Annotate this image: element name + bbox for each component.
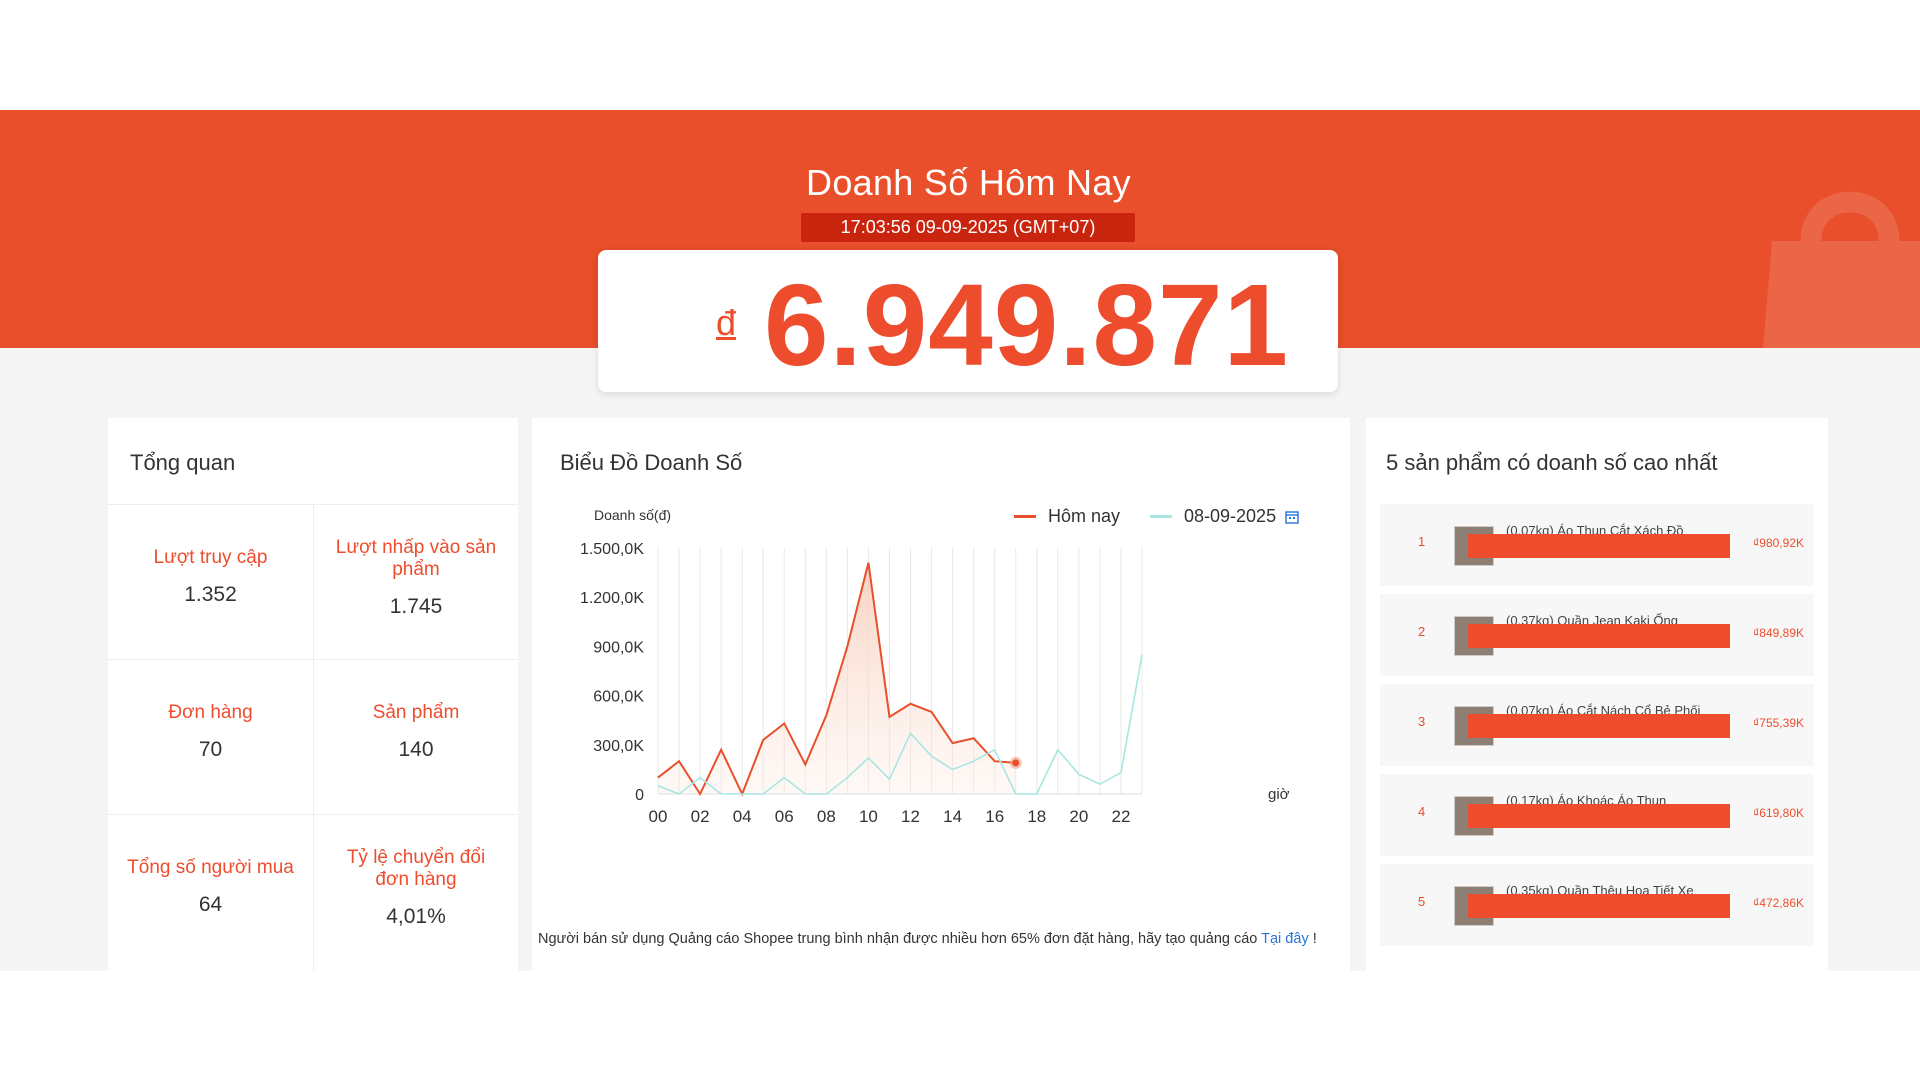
today-area-fill — [658, 562, 1016, 794]
y-tick-label: 300,0K — [593, 738, 644, 755]
overview-panel: Tổng quan Lượt truy cập 1.352 Lượt nhấp … — [108, 418, 518, 971]
legend-label: 08-09-2025 — [1184, 506, 1277, 526]
chart-title: Biểu Đồ Doanh Số — [560, 450, 743, 475]
x-tick-label: 12 — [901, 807, 920, 826]
metric-label: Tỷ lệ chuyển đổi đơn hàng — [346, 847, 486, 890]
product-rank: 2 — [1418, 624, 1426, 639]
redaction-bar — [1468, 624, 1730, 648]
metric-value: 64 — [198, 893, 223, 916]
redaction-bar — [1468, 804, 1730, 828]
metric-value: 70 — [198, 738, 223, 761]
y-tick-label: 1.200,0K — [580, 590, 644, 607]
legend-today[interactable]: Hôm nay — [1014, 506, 1120, 527]
product-row[interactable]: 3(0,07kg) Áo Cắt Nách Cổ Bẻ Phối Đen Cot… — [1380, 684, 1814, 766]
legend-compare-date[interactable]: 08-09-2025 — [1150, 506, 1300, 527]
shopping-bag-icon — [1763, 191, 1920, 348]
metric-label: Sản phẩm — [372, 702, 460, 723]
ads-promo-end: ! — [1308, 931, 1317, 947]
metric-label: Đơn hàng — [168, 702, 253, 723]
x-tick-label: 22 — [1111, 807, 1130, 826]
product-row[interactable]: 2(0,37kg) Quần Jean Kaki Ống Mềm...₫849,… — [1380, 594, 1814, 676]
x-tick-label: 04 — [733, 807, 752, 826]
product-rank: 3 — [1418, 714, 1426, 729]
sales-chart-panel: Biểu Đồ Doanh Số Hôm nay 08-09-2025 0 300… — [532, 418, 1350, 971]
page-title: Doanh Số Hôm Nay — [806, 162, 1131, 203]
metric-orders[interactable]: Đơn hàng 70 — [108, 660, 313, 815]
redaction-bar — [1468, 714, 1730, 738]
y-tick-label: 0 — [635, 787, 644, 804]
redaction-bar — [1468, 894, 1730, 918]
timestamp-badge: 17:03:56 09-09-2025 (GMT+07) — [801, 213, 1135, 242]
ads-promo-text: Người bán sử dụng Quảng cáo Shopee trung… — [538, 931, 1262, 947]
metric-product-clicks[interactable]: Lượt nhấp vào sản phẩm 1.745 — [313, 505, 518, 660]
x-tick-label: 00 — [649, 807, 668, 826]
y-axis-label: Doanh số(đ) — [594, 507, 671, 523]
y-tick-label: 600,0K — [593, 689, 644, 706]
x-tick-label: 14 — [943, 807, 962, 826]
metric-visits[interactable]: Lượt truy cập 1.352 — [108, 505, 313, 660]
calendar-icon[interactable] — [1284, 509, 1300, 525]
compare-series-line — [657, 654, 1143, 795]
x-axis-label: giờ — [1268, 786, 1290, 803]
ads-link[interactable]: Tại đây — [1261, 931, 1309, 947]
metric-conversion-rate[interactable]: Tỷ lệ chuyển đổi đơn hàng 4,01% — [313, 815, 518, 970]
today-series-line — [657, 562, 1016, 797]
top-spacer — [0, 0, 1920, 110]
overview-grid: Lượt truy cập 1.352 Lượt nhấp vào sản ph… — [108, 504, 518, 971]
product-row[interactable]: 1(0,07kg) Áo Thun Cắt Xách Đồ Wabo Gai..… — [1380, 504, 1814, 586]
product-row[interactable]: 5(0,35kg) Quần Thêu Họa Tiết Xe Hơi...₫4… — [1380, 864, 1814, 946]
x-tick-label: 18 — [1027, 807, 1046, 826]
legend-swatch — [1150, 515, 1172, 518]
overview-title: Tổng quan — [130, 450, 236, 475]
metric-label: Lượt truy cập — [153, 547, 268, 568]
product-sales-value: ₫849,89K — [1753, 626, 1804, 640]
metric-products[interactable]: Sản phẩm 140 — [313, 660, 518, 815]
metric-label: Tổng số người mua — [127, 857, 294, 878]
product-rank: 5 — [1418, 894, 1426, 909]
redaction-bar — [1468, 534, 1730, 558]
product-rank: 4 — [1418, 804, 1426, 819]
x-tick-label: 16 — [985, 807, 1004, 826]
x-tick-label: 06 — [775, 807, 794, 826]
product-sales-value: ₫619,80K — [1753, 806, 1804, 820]
product-sales-value: ₫755,39K — [1753, 716, 1804, 730]
x-tick-label: 02 — [691, 807, 710, 826]
top-products-panel: 5 sản phẩm có doanh số cao nhất 1 (0,07kg… — [1366, 418, 1828, 971]
product-sales-value: ₫472,86K — [1753, 896, 1804, 910]
metric-value: 1.352 — [184, 583, 237, 606]
metric-value: 4,01% — [386, 905, 446, 928]
legend-swatch — [1014, 515, 1036, 518]
product-row[interactable]: 4(0,17kg) Áo Khoác Áo Thun Cotton Trang.… — [1380, 774, 1814, 856]
x-tick-label: 10 — [859, 807, 878, 826]
y-tick-label: 900,0K — [593, 639, 644, 656]
metric-value: 1.745 — [389, 595, 443, 618]
product-sales-value: ₫980,92K — [1753, 536, 1804, 550]
total-sales-value: 6.949.871 — [764, 260, 1290, 390]
ads-promo-note: Người bán sử dụng Quảng cáo Shopee trung… — [538, 931, 1317, 947]
current-point — [1012, 759, 1020, 767]
currency-symbol: đ — [716, 302, 737, 343]
product-rank: 1 — [1418, 534, 1426, 549]
metric-buyers[interactable]: Tổng số người mua 64 — [108, 815, 313, 970]
metric-label: Lượt nhấp vào sản phẩm — [335, 537, 497, 580]
x-tick-label: 20 — [1069, 807, 1088, 826]
top-products-title: 5 sản phẩm có doanh số cao nhất — [1386, 450, 1718, 475]
total-sales-card — [598, 250, 1338, 392]
metric-value: 140 — [398, 738, 434, 761]
legend-label: Hôm nay — [1048, 506, 1121, 526]
y-tick-label: 1.500,0K — [580, 541, 644, 558]
bottom-spacer — [0, 971, 1920, 1080]
sales-line-chart: 0 300,0K 600,0K 900,0K 1.200,0K 1.500,0K 00 02 0… — [580, 507, 1290, 826]
x-tick-label: 08 — [817, 807, 836, 826]
